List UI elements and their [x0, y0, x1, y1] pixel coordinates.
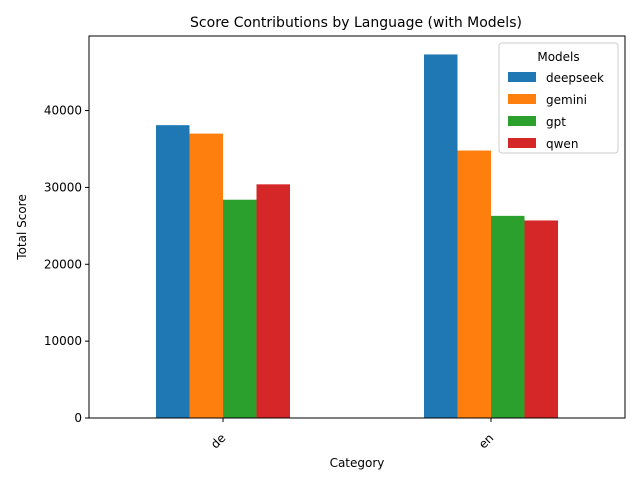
x-axis: de en	[208, 418, 497, 452]
y-axis: 0 10000 20000 30000 40000	[44, 104, 89, 425]
legend: Models deepseek gemini gpt qwen	[498, 42, 619, 154]
legend-swatch-gpt	[508, 116, 536, 126]
legend-label-deepseek: deepseek	[546, 71, 604, 85]
y-tick-label: 30000	[44, 180, 82, 194]
y-tick-label: 0	[74, 411, 82, 425]
bar-gpt-en	[491, 215, 525, 418]
bar-deepseek-en	[424, 54, 458, 418]
chart-title: Score Contributions by Language (with Mo…	[190, 15, 522, 31]
x-axis-title: Category	[330, 456, 385, 470]
plot-frame	[88, 35, 626, 419]
legend-label-gemini: gemini	[546, 93, 587, 107]
x-tick-label-en: en	[476, 431, 497, 452]
bar-gemini-de	[189, 133, 223, 418]
y-tick-label: 40000	[44, 104, 82, 118]
y-tick-label: 20000	[44, 257, 82, 271]
legend-swatch-deepseek	[508, 72, 536, 82]
bar-deepseek-de	[156, 125, 190, 419]
bar-qwen-en	[524, 220, 558, 418]
legend-label-gpt: gpt	[546, 115, 566, 129]
legend-label-qwen: qwen	[546, 137, 578, 151]
legend-swatch-qwen	[508, 138, 536, 148]
legend-title: Models	[537, 50, 579, 64]
legend-swatch-gemini	[508, 94, 536, 104]
bar-gemini-en	[457, 150, 491, 418]
y-tick-label: 10000	[44, 334, 82, 348]
bars-group	[156, 54, 558, 419]
y-axis-title: Total Score	[15, 194, 29, 260]
x-tick-label-de: de	[208, 431, 229, 452]
bar-qwen-de	[256, 184, 290, 418]
bar-gpt-de	[223, 199, 257, 418]
